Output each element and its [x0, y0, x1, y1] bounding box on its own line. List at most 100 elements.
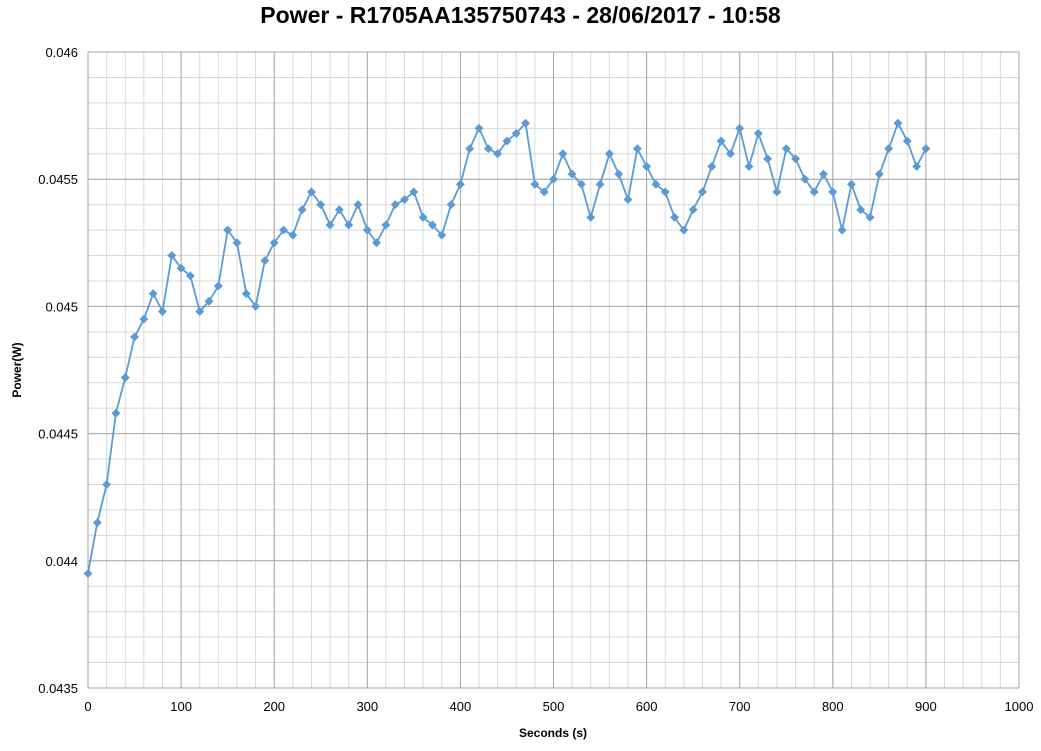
data-point — [781, 144, 791, 154]
data-point — [297, 205, 307, 215]
data-point — [223, 225, 233, 235]
data-point — [874, 169, 884, 179]
x-tick-label: 100 — [170, 699, 192, 714]
data-point — [176, 263, 186, 273]
data-point — [846, 179, 856, 189]
data-point — [167, 250, 177, 261]
x-tick-label: 600 — [636, 699, 658, 714]
x-tick-label: 200 — [263, 699, 285, 714]
data-point — [148, 289, 158, 299]
data-point — [791, 154, 801, 164]
data-point — [316, 200, 326, 210]
data-point — [809, 187, 819, 197]
data-point — [753, 128, 763, 138]
data-point — [483, 144, 493, 154]
y-tick-label: 0.045 — [45, 299, 78, 314]
data-point — [92, 518, 102, 528]
x-tick-label: 400 — [450, 699, 472, 714]
data-point — [828, 187, 838, 197]
data-point — [679, 225, 689, 235]
data-point — [427, 220, 438, 230]
data-point — [567, 169, 577, 179]
data-point — [120, 373, 130, 383]
data-point — [353, 200, 363, 210]
y-tick-label: 0.046 — [45, 45, 78, 60]
data-point — [642, 161, 652, 172]
data-point — [139, 314, 149, 324]
data-point — [669, 212, 680, 222]
data-point — [213, 281, 223, 291]
x-tick-label: 0 — [84, 699, 91, 714]
x-axis-ticks: 0 100 200 300 400 500 600 700 800 900 1000 — [84, 699, 1033, 714]
data-point — [539, 187, 549, 197]
data-point — [595, 179, 605, 189]
y-tick-label: 0.0435 — [38, 681, 78, 696]
data-point — [502, 136, 512, 146]
data-point — [865, 212, 875, 222]
data-point — [660, 187, 670, 197]
data-point — [884, 144, 894, 154]
data-point — [278, 225, 289, 235]
data-point — [260, 256, 270, 266]
data-point — [707, 161, 717, 172]
data-series — [83, 118, 931, 579]
data-point — [912, 161, 922, 172]
data-point — [604, 149, 614, 159]
y-tick-label: 0.0455 — [38, 172, 78, 187]
data-point — [558, 149, 568, 159]
x-tick-label: 500 — [543, 699, 565, 714]
data-point — [800, 174, 810, 184]
data-point — [474, 123, 484, 133]
data-point — [716, 136, 726, 146]
data-point — [465, 144, 475, 154]
data-point — [446, 200, 456, 210]
data-point — [409, 187, 419, 197]
data-point — [688, 205, 698, 215]
data-point — [725, 149, 735, 159]
data-point — [614, 169, 624, 179]
major-gridlines — [87, 51, 1020, 689]
data-point — [437, 230, 447, 240]
data-point — [418, 212, 428, 222]
x-tick-label: 900 — [915, 699, 937, 714]
data-point — [288, 230, 298, 240]
data-point — [399, 194, 410, 205]
data-point — [511, 128, 521, 138]
data-point — [818, 169, 829, 179]
data-point — [83, 568, 93, 579]
y-tick-label: 0.044 — [45, 554, 78, 569]
data-point — [111, 408, 121, 418]
data-point — [837, 225, 847, 235]
x-tick-label: 300 — [356, 699, 378, 714]
data-point — [362, 225, 372, 235]
chart-title: Power - R1705AA135750743 - 28/06/2017 - … — [260, 2, 781, 28]
x-axis-label: Seconds (s) — [519, 726, 587, 740]
data-point — [893, 118, 903, 128]
y-axis-ticks: 0.0435 0.044 0.0445 0.045 0.0455 0.046 — [38, 45, 78, 696]
data-point — [102, 479, 112, 490]
data-point — [530, 179, 540, 189]
data-point — [306, 187, 316, 197]
data-point — [697, 187, 708, 197]
data-point — [372, 238, 382, 248]
data-point — [856, 205, 866, 215]
data-point — [381, 220, 391, 230]
data-point — [586, 212, 596, 222]
data-point — [763, 154, 773, 164]
data-point — [232, 238, 242, 248]
data-point — [334, 205, 344, 215]
data-point — [902, 136, 912, 146]
data-point — [325, 220, 335, 230]
data-point — [195, 306, 205, 317]
x-tick-label: 800 — [822, 699, 844, 714]
data-point — [493, 149, 503, 159]
data-point — [455, 179, 465, 189]
data-point — [548, 174, 559, 184]
y-axis-label: Power(W) — [10, 342, 24, 397]
data-point — [735, 123, 745, 133]
x-tick-label: 700 — [729, 699, 751, 714]
data-point — [251, 301, 261, 311]
data-point — [269, 238, 279, 248]
